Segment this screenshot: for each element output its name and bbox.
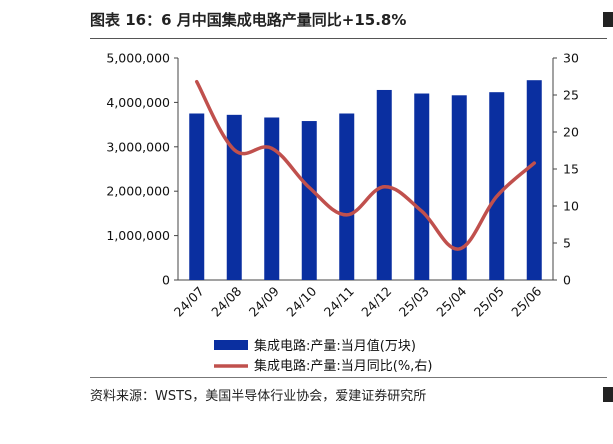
adjacent-figure-edge <box>603 12 613 27</box>
bar <box>226 114 242 280</box>
left-tick-label: 1,000,000 <box>106 228 170 243</box>
source-note: 资料来源：WSTS，美国半导体行业协会，爱建证券研究所 <box>90 389 427 404</box>
left-tick-label: 5,000,000 <box>106 51 170 66</box>
left-tick-label: 3,000,000 <box>106 139 170 154</box>
left-tick-label: 0 <box>162 273 170 288</box>
line-series <box>195 79 536 251</box>
right-tick-label: 5 <box>563 236 571 251</box>
bar <box>451 95 467 281</box>
x-tick-label: 25/03 <box>396 284 432 320</box>
bar <box>301 121 317 280</box>
x-tick-label: 24/11 <box>321 284 357 320</box>
bar <box>489 92 505 280</box>
right-tick-label: 20 <box>563 125 579 140</box>
x-tick-label: 24/08 <box>208 283 244 319</box>
bar-series <box>189 80 542 281</box>
right-tick-label: 15 <box>563 162 579 177</box>
x-tick-label: 24/09 <box>246 283 282 319</box>
right-tick-label: 25 <box>563 88 579 103</box>
left-tick-label: 2,000,000 <box>106 184 170 199</box>
x-tick-label: 24/12 <box>358 284 394 320</box>
yoy-line <box>195 79 536 251</box>
bar <box>376 89 392 280</box>
chart: 0 1,000,000 2,000,000 3,000,000 4,000,000 5,0… <box>106 51 579 375</box>
legend-line-label: 集成电路:产量:当月同比(%,右) <box>254 358 432 374</box>
footer-divider <box>90 377 607 378</box>
right-tick-label: 10 <box>563 199 579 214</box>
left-tick-label: 4,000,000 <box>106 95 170 110</box>
bar <box>189 113 205 280</box>
x-tick-label: 25/05 <box>471 284 507 320</box>
chart-title: 图表 16：6 月中国集成电路产量同比+15.8% <box>90 11 407 29</box>
legend-bar-label: 集成电路:产量:当月值(万块) <box>254 338 416 354</box>
legend: 集成电路:产量:当月值(万块) 集成电路:产量:当月同比(%,右) <box>214 338 432 374</box>
x-tick-label: 24/10 <box>283 283 319 319</box>
right-tick-label: 30 <box>563 51 579 66</box>
adjacent-figure-edge-bottom <box>603 387 613 402</box>
bar <box>526 80 542 280</box>
bar <box>264 117 280 280</box>
right-tick-label: 0 <box>563 273 571 288</box>
x-tick-label: 24/07 <box>171 284 207 320</box>
bar <box>339 113 355 280</box>
x-tick-label: 25/04 <box>433 283 469 319</box>
x-tick-label: 25/06 <box>508 283 544 319</box>
title-divider <box>90 38 607 39</box>
legend-bar-swatch <box>214 340 248 350</box>
bar <box>414 93 430 281</box>
